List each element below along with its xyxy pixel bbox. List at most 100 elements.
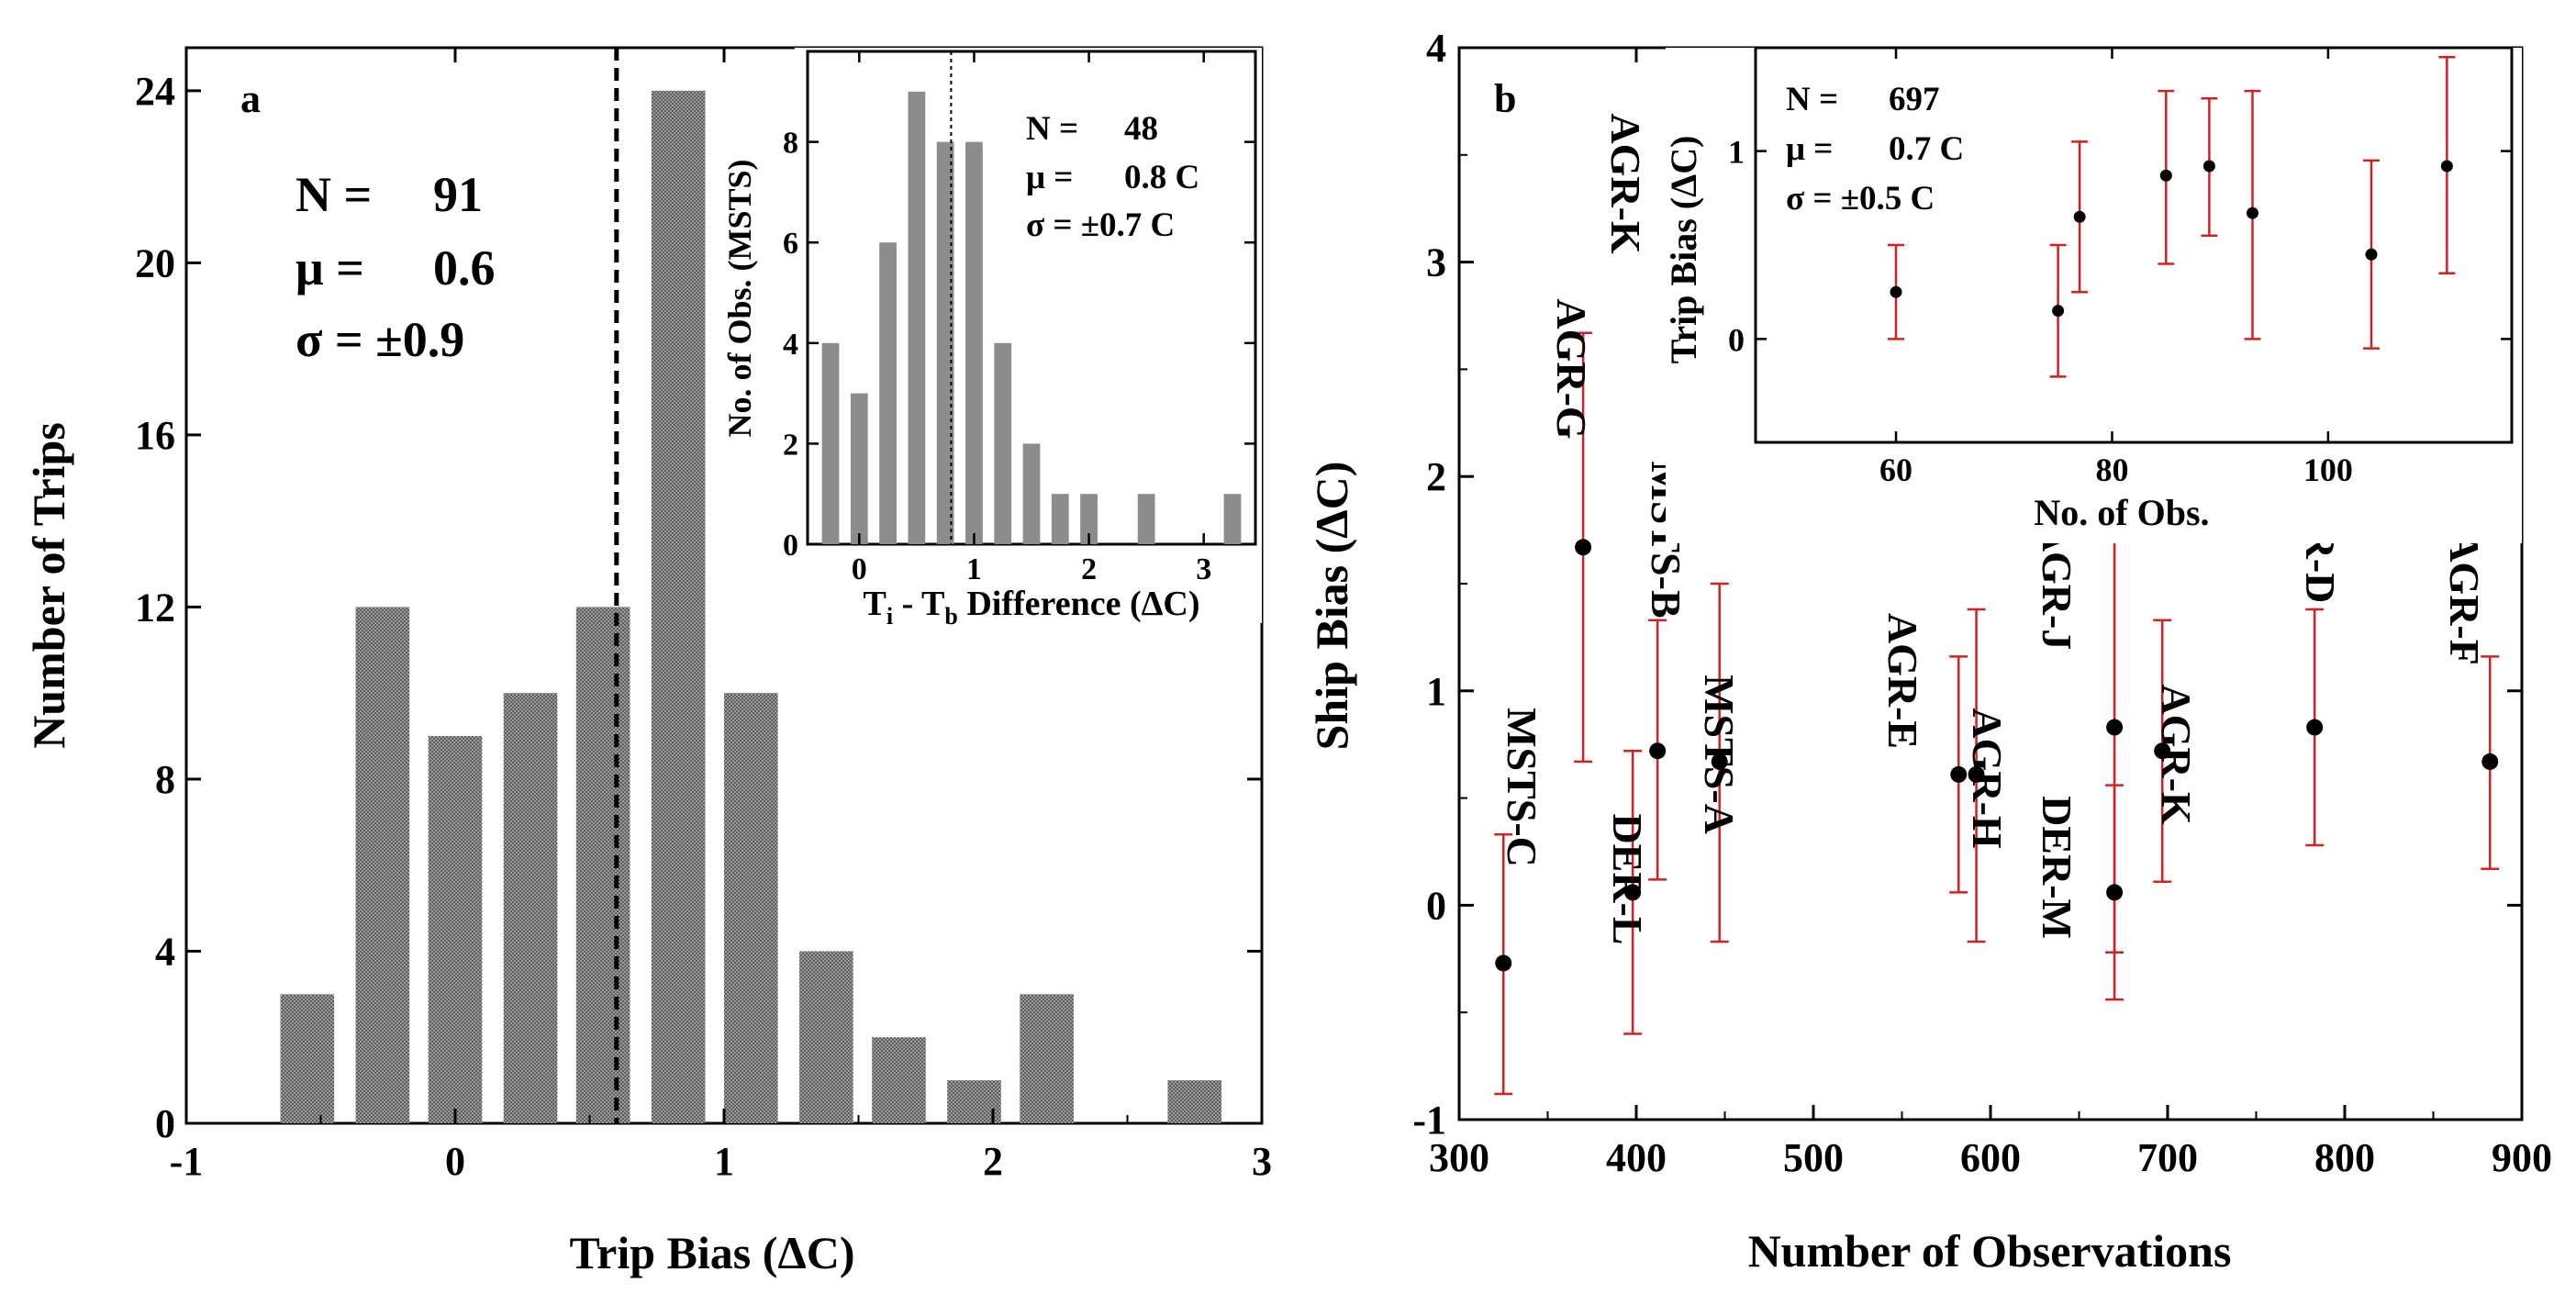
panel-b-inset-bg bbox=[1666, 48, 2522, 543]
inset-x-tick-label: 2 bbox=[1081, 552, 1097, 586]
point-label-extra: AGR-K bbox=[1602, 113, 1649, 254]
panel-a-inset-bars bbox=[821, 91, 1242, 544]
inset-marker bbox=[1890, 285, 1902, 298]
panel-b-inset-points bbox=[1888, 55, 2456, 378]
marker bbox=[2106, 719, 2124, 736]
point-label: MSTS-C bbox=[1499, 708, 1545, 867]
marker bbox=[1624, 884, 1642, 901]
inset-point bbox=[2201, 97, 2218, 238]
panel-a-x-axis-title: Trip Bias (ΔC) bbox=[570, 1227, 855, 1278]
inset-bar bbox=[850, 393, 868, 544]
point-agr-f bbox=[2481, 655, 2500, 870]
inset-y-tick-label: 0 bbox=[783, 529, 798, 563]
panel-a-inset-stat-sigma: σ = ±0.7 C bbox=[1026, 206, 1175, 244]
point-agr-k bbox=[2153, 619, 2172, 883]
panel-a-inset-stat-n-value: 48 bbox=[1124, 110, 1158, 148]
point-label: AGR-F bbox=[2441, 531, 2488, 665]
inset-bar bbox=[908, 91, 926, 544]
point-label: AGR-G bbox=[1548, 298, 1595, 439]
x-tick-label: -1 bbox=[170, 1139, 204, 1184]
point-msts-a bbox=[1710, 582, 1729, 943]
panel-b-y-axis-title: Ship Bias (ΔC) bbox=[1306, 462, 1357, 751]
marker bbox=[1495, 954, 1512, 972]
inset-bar bbox=[1223, 494, 1242, 544]
panel-a-stat-n-value: 91 bbox=[433, 167, 483, 222]
inset-point bbox=[2071, 140, 2089, 294]
inset-marker bbox=[2202, 160, 2215, 173]
point-label: MSTS-A bbox=[1696, 675, 1743, 834]
marker bbox=[1575, 539, 1592, 556]
inset-bar bbox=[879, 242, 897, 544]
inset-bar bbox=[965, 141, 983, 544]
x-tick-label: 900 bbox=[2492, 1135, 2552, 1180]
panel-a-inset-stat-n-label: N = bbox=[1026, 110, 1078, 148]
y-tick-label: 0 bbox=[155, 1101, 175, 1146]
y-tick-label: 8 bbox=[155, 757, 175, 802]
bar bbox=[651, 90, 706, 1123]
x-tick-label: 0 bbox=[445, 1139, 465, 1184]
panel-a-stat-sigma: σ = ±0.9 bbox=[296, 312, 464, 367]
y-tick-label: 12 bbox=[135, 585, 175, 630]
point-der-m bbox=[2105, 784, 2124, 1001]
bar bbox=[280, 994, 335, 1123]
marker bbox=[2306, 719, 2324, 736]
inset-x-tick-label: 1 bbox=[966, 552, 982, 586]
inset-point bbox=[1888, 243, 1905, 340]
point-agr-h bbox=[1967, 608, 1986, 943]
marker bbox=[1968, 765, 1985, 783]
inset-marker bbox=[2073, 210, 2086, 223]
panel-b-inset-stat-n-value: 697 bbox=[1889, 81, 1940, 118]
panel-b-inset-y-axis-title: Trip Bias (ΔC) bbox=[1663, 136, 1704, 364]
panel-b-label: b bbox=[1494, 76, 1516, 121]
bar bbox=[1167, 1080, 1222, 1123]
bar bbox=[355, 607, 410, 1123]
panel-a-inset-x-axis-title: Ti - Tb Difference (ΔC) bbox=[863, 585, 1199, 630]
panel-b-inset-stat-mu-label: μ = bbox=[1786, 130, 1833, 168]
inset-bar bbox=[1022, 443, 1041, 544]
x-tick-label: 2 bbox=[983, 1139, 1003, 1184]
point-label: DER-L bbox=[1604, 813, 1651, 944]
inset-marker bbox=[2365, 248, 2378, 261]
x-tick-label: 3 bbox=[1252, 1139, 1272, 1184]
bar bbox=[503, 693, 558, 1123]
panel-b-points bbox=[1494, 331, 2500, 1096]
marker bbox=[2106, 884, 2124, 901]
bar bbox=[1020, 994, 1074, 1123]
panel-b-inset: 60 80 100 0 1 N = 697 μ = 0.7 C σ = ±0.5 C N… bbox=[1663, 46, 2522, 543]
inset-point bbox=[2362, 159, 2380, 350]
panel-b-inset-stats: N = 697 μ = 0.7 C σ = ±0.5 C bbox=[1786, 81, 1964, 218]
point-der-l bbox=[1623, 749, 1643, 1035]
panel-a-y-axis-title: Number of Trips bbox=[23, 422, 74, 749]
y-tick-label: 1 bbox=[1426, 669, 1446, 714]
panel-b-inset-ticks: 60 80 100 0 1 bbox=[1728, 48, 2512, 488]
y-tick-label: 4 bbox=[1426, 26, 1446, 71]
inset-y-tick-label: 1 bbox=[1728, 134, 1745, 171]
inset-x-tick-label: 80 bbox=[2095, 452, 2128, 488]
panel-b-inset-frame bbox=[1754, 46, 2514, 444]
inset-point bbox=[2244, 89, 2261, 340]
inset-marker bbox=[2052, 305, 2065, 318]
panel-b-x-axis-title: Number of Observations bbox=[1748, 1225, 2232, 1277]
inset-y-tick-label: 0 bbox=[1728, 321, 1745, 358]
point-agr-e bbox=[1949, 655, 1968, 894]
point-label: AGR-H bbox=[1964, 708, 2011, 849]
inset-x-tick-label: 100 bbox=[2303, 452, 2353, 488]
x-tick-label: 400 bbox=[1606, 1135, 1667, 1180]
point-msts-b bbox=[1648, 619, 1667, 881]
x-tick-label: 700 bbox=[2137, 1135, 2198, 1180]
inset-x-tick-label: 3 bbox=[1196, 552, 1211, 586]
inset-marker bbox=[2246, 206, 2258, 219]
inset-y-tick-label: 2 bbox=[783, 428, 798, 462]
inset-marker bbox=[2440, 160, 2453, 173]
point-label: AGR-E bbox=[1879, 613, 1926, 749]
x-tick-label: 800 bbox=[2314, 1135, 2375, 1180]
point-label: DER-M bbox=[2034, 796, 2080, 939]
panel-a-stat-mu-label: μ = bbox=[296, 240, 364, 296]
x-tick-label: 600 bbox=[1960, 1135, 2021, 1180]
bar bbox=[799, 951, 853, 1123]
panel-a-stat-n-label: N = bbox=[296, 167, 372, 222]
inset-bar bbox=[1080, 494, 1098, 544]
